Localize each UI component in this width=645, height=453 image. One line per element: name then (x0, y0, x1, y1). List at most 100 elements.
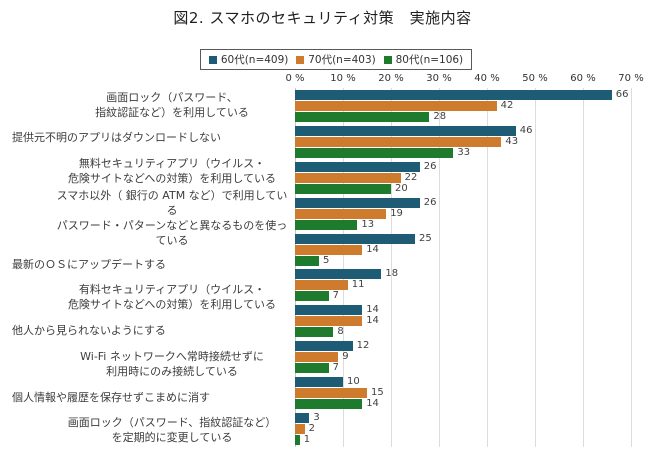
legend-swatch-icon (296, 55, 305, 64)
bar (295, 316, 363, 327)
y-axis-line (295, 88, 296, 447)
x-axis-tick-label: 0 % (285, 73, 305, 84)
x-axis-ticks: 0 % 10 % 20 % 30 % 40 % 50 % 60 % 70 % (0, 73, 645, 86)
bar-line: 1 (295, 435, 632, 446)
bar-line: 42 (295, 99, 632, 111)
bar (295, 413, 310, 424)
legend-item: 80代(n=106) (383, 53, 464, 66)
bar-line: 26 (295, 196, 632, 208)
value-label: 42 (500, 99, 514, 111)
bar-line: 46 (295, 124, 632, 136)
bar-line: 43 (295, 136, 632, 147)
value-label: 14 (366, 304, 379, 316)
value-label: 14 (366, 243, 379, 255)
value-label: 28 (433, 110, 447, 122)
value-label: 19 (390, 207, 403, 219)
legend-item: 60代(n=409) (208, 54, 288, 65)
x-axis-tick-label: 10 % (330, 73, 356, 84)
legend-label: 70代(n=403) (308, 53, 376, 66)
bar (295, 424, 305, 435)
bar (295, 219, 358, 230)
gridline (583, 88, 584, 447)
gridline (343, 88, 344, 447)
bar-group: 26 22 20 (295, 160, 632, 196)
bar-group: 26 19 13 (295, 196, 632, 232)
bar-line: 33 (295, 146, 632, 158)
bar-group: 12 9 7 (295, 339, 632, 375)
gridline (631, 88, 632, 447)
value-label: 22 (404, 171, 418, 183)
category-label: 有料セキュリティアプリ（ウイルス・ 危険サイトなどへの対策）を利用している (67, 283, 277, 312)
bar-group: 10 15 14 (295, 375, 632, 411)
bar-line: 20 (295, 182, 632, 194)
chart-title: 図2. スマホのセキュリティ対策 実施内容 (173, 9, 472, 27)
value-label: 3 (313, 412, 320, 424)
category-labels: 画面ロック（パスワード、 指紋認証など）を利用している提供元不明のアプリはダウン… (0, 88, 290, 447)
gridline (535, 88, 536, 447)
value-label: 46 (519, 124, 533, 136)
bar (295, 352, 339, 363)
gridline (391, 88, 392, 447)
value-label: 7 (332, 362, 339, 374)
bar-line: 8 (295, 326, 632, 338)
bar-line: 66 (295, 89, 632, 100)
x-axis-tick-label: 60 % (570, 73, 596, 84)
category-label: 個人情報や履歴を保存せずこまめに消す (12, 390, 210, 404)
bar (295, 363, 329, 374)
legend-label: 80代(n=106) (395, 53, 464, 66)
bar-line: 5 (295, 254, 632, 266)
bar (295, 255, 319, 266)
bar (295, 197, 420, 208)
category-label: 画面ロック（パスワード、 指紋認証など）を利用している (95, 90, 249, 119)
value-label: 5 (323, 254, 330, 266)
bar-line: 25 (295, 233, 632, 244)
bar (295, 244, 363, 255)
bar-line: 22 (295, 171, 632, 183)
bar (295, 100, 497, 111)
value-label: 11 (351, 279, 365, 291)
bar-group: 66 42 28 (295, 88, 632, 124)
category-label: 画面ロック（パスワード、指紋認証など） を定期的に変更している (67, 416, 277, 445)
legend-swatch-icon (383, 55, 392, 64)
category-label: 他人から見られないようにする (12, 324, 166, 338)
bar-line: 7 (295, 290, 632, 302)
category-label: 提供元不明のアプリはダウンロードしない (12, 131, 221, 145)
bar (295, 399, 363, 410)
bar-group: 25 14 5 (295, 232, 632, 268)
value-label: 33 (457, 146, 471, 158)
legend: 60代(n=409) 70代(n=403) 80代(n=106) (200, 49, 472, 70)
bar (295, 388, 367, 399)
bar-line: 3 (295, 412, 632, 424)
x-axis-tick-label: 50 % (522, 73, 548, 84)
gridline (439, 88, 440, 447)
bar-line: 19 (295, 207, 632, 219)
category-label: 無料セキュリティアプリ（ウイルス・ 危険サイトなどへの対策）を利用している (67, 157, 277, 186)
bar (295, 183, 391, 194)
gridline (487, 88, 488, 447)
bar-line: 14 (295, 315, 632, 327)
value-label: 18 (385, 268, 399, 280)
bar-line: 18 (295, 268, 632, 280)
bar (295, 89, 612, 100)
bar-line: 2 (295, 424, 632, 435)
value-label: 20 (395, 182, 408, 194)
bar (295, 147, 454, 158)
bar-line: 7 (295, 362, 632, 374)
x-axis-tick-label: 30 % (426, 73, 452, 84)
bar-line: 15 (295, 388, 632, 399)
plot-area: 66 42 28 46 43 33 26 22 20 26 19 13 25 14 5 18 11 7 14 14 8 1… (295, 88, 632, 447)
bar-line: 14 (295, 243, 632, 255)
value-label: 8 (337, 326, 344, 338)
value-label: 10 (347, 376, 360, 388)
value-label: 12 (356, 340, 370, 352)
value-label: 14 (366, 315, 379, 327)
bar-line: 12 (295, 340, 632, 352)
bar-line: 14 (295, 399, 632, 410)
value-label: 7 (332, 290, 339, 302)
bar (295, 172, 401, 183)
bar-group: 18 11 7 (295, 268, 632, 304)
bar (295, 208, 387, 219)
value-label: 26 (423, 196, 437, 208)
